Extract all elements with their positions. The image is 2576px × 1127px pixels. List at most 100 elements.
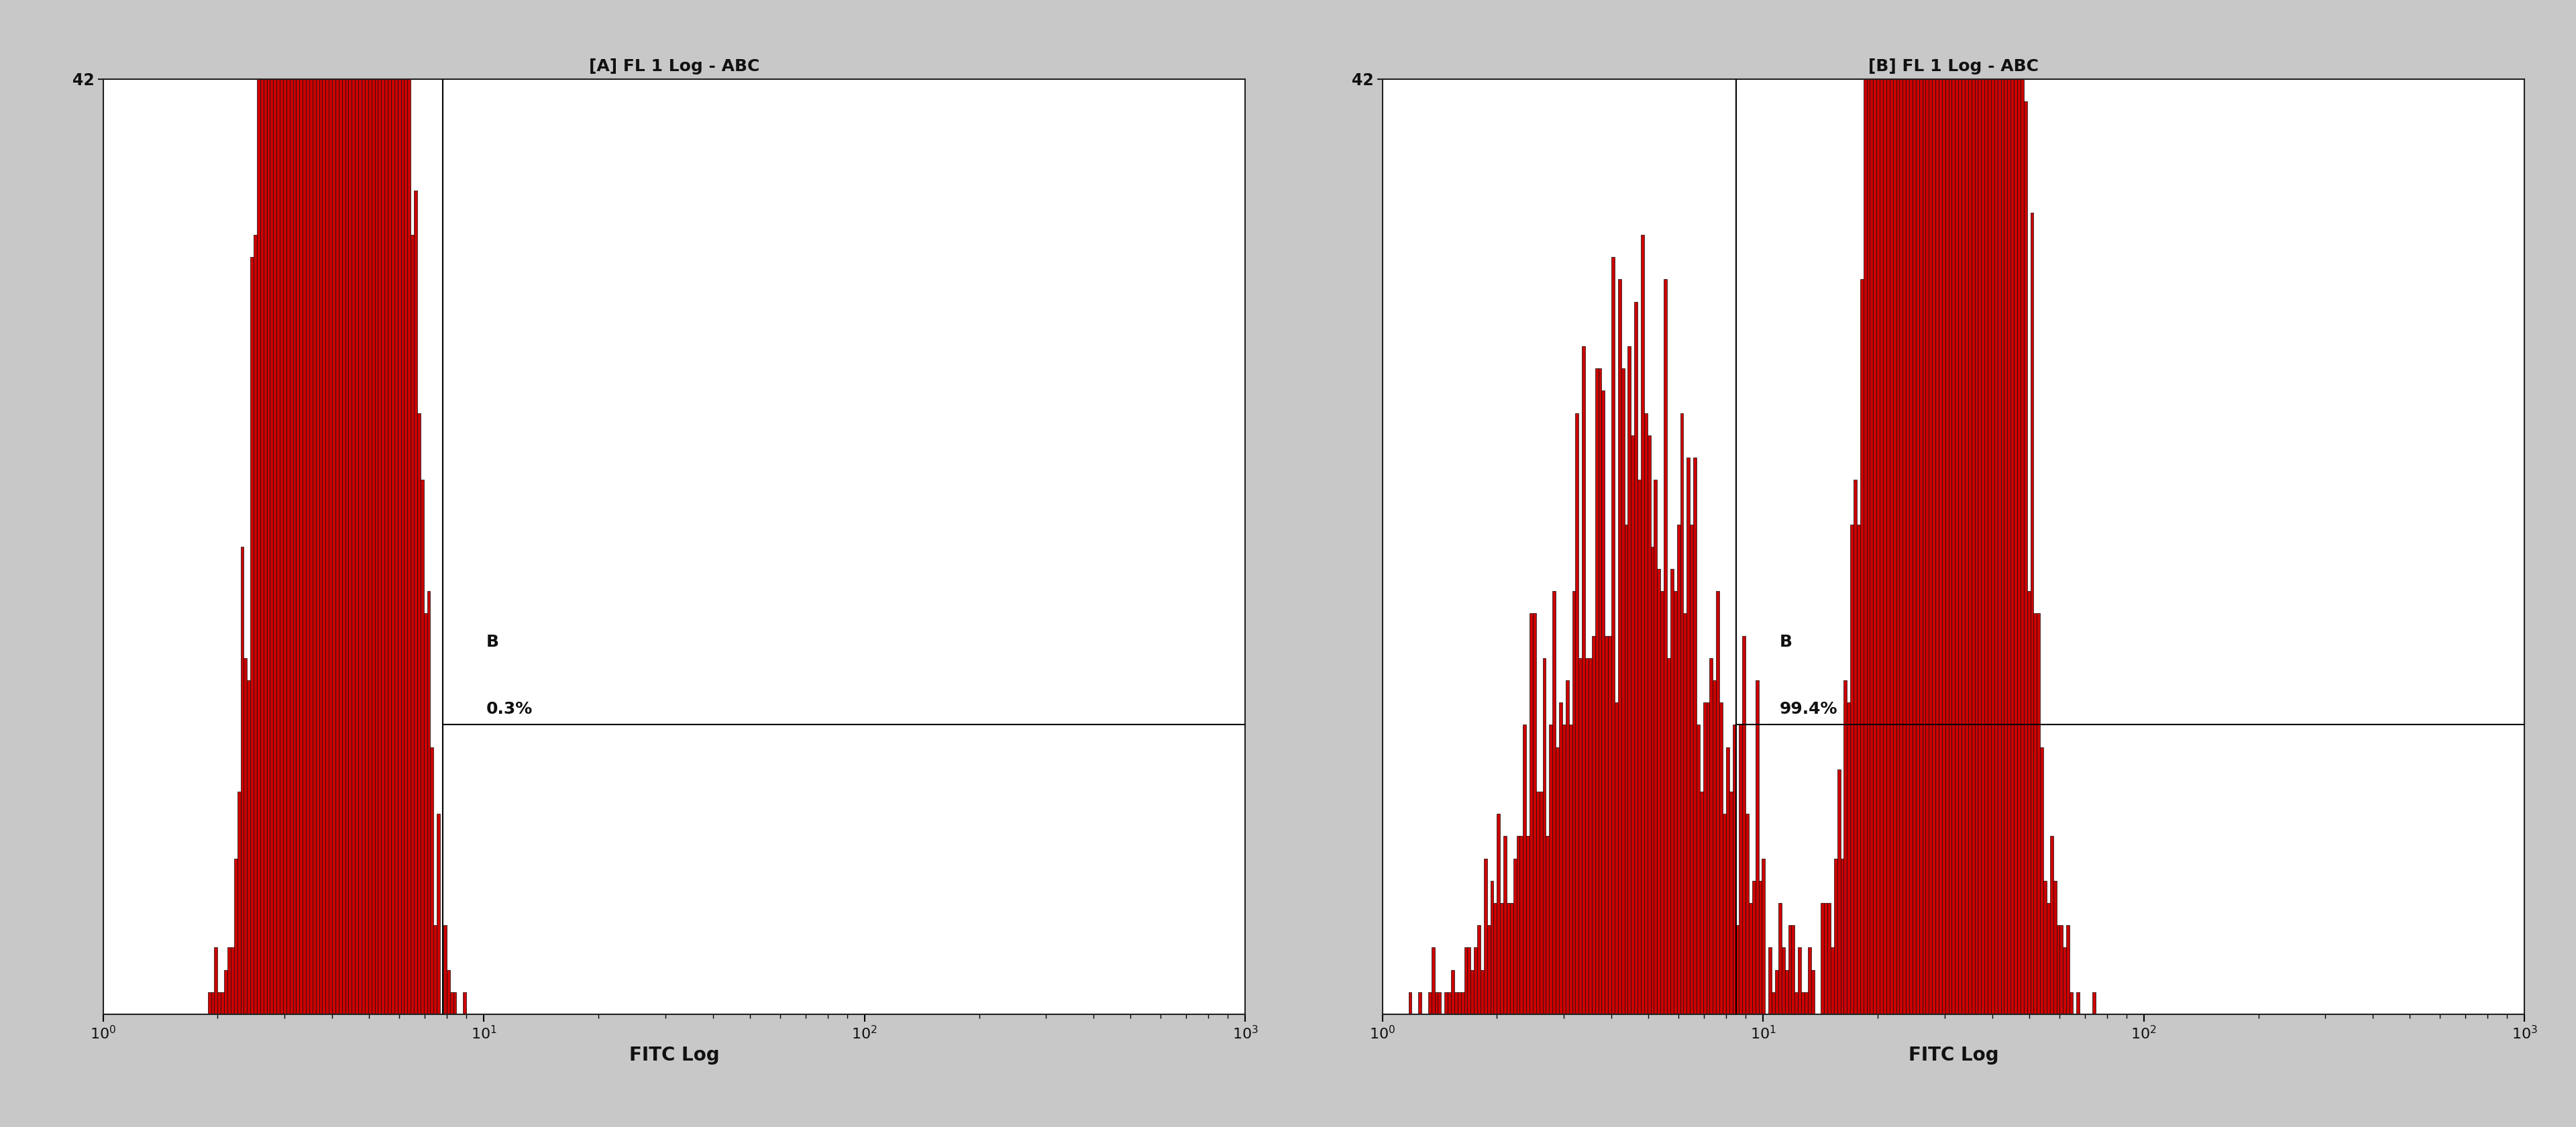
Bar (1984, 0, 1989, 1014)
Bar (443, 925, 446, 1014)
Bar (355, 0, 358, 1014)
Bar (1736, 925, 1739, 1014)
Bar (1716, 592, 1718, 1014)
Bar (1558, 702, 1561, 1014)
Bar (358, 0, 361, 1014)
Bar (1543, 658, 1546, 1014)
Bar (325, 0, 330, 1014)
Bar (345, 0, 348, 1014)
Bar (2053, 880, 2056, 1014)
Bar (1855, 480, 1857, 1014)
Bar (2061, 925, 2063, 1014)
Bar (1955, 0, 1958, 1014)
Bar (1968, 0, 1971, 1014)
Bar (312, 0, 317, 1014)
Bar (402, 0, 404, 1014)
Bar (1535, 791, 1540, 1014)
Bar (1435, 992, 1437, 1014)
Bar (446, 969, 451, 1014)
Bar (1654, 480, 1656, 1014)
Bar (1883, 0, 1886, 1014)
Bar (1953, 0, 1955, 1014)
Bar (1710, 658, 1713, 1014)
Bar (374, 0, 379, 1014)
Bar (353, 0, 355, 1014)
Bar (1965, 0, 1968, 1014)
Text: B: B (1780, 635, 1793, 650)
Bar (1741, 636, 1747, 1014)
Bar (361, 0, 366, 1014)
Bar (430, 747, 433, 1014)
Bar (1893, 0, 1896, 1014)
Bar (1808, 948, 1811, 1014)
Bar (1533, 613, 1535, 1014)
Bar (1520, 836, 1522, 1014)
Bar (1777, 903, 1783, 1014)
Bar (332, 0, 335, 1014)
Bar (425, 613, 428, 1014)
Bar (1875, 0, 1880, 1014)
Bar (1504, 836, 1507, 1014)
Bar (1641, 234, 1643, 1014)
Bar (1409, 992, 1412, 1014)
X-axis label: FITC Log: FITC Log (629, 1046, 719, 1064)
Bar (1481, 969, 1484, 1014)
Bar (1896, 0, 1899, 1014)
Bar (260, 0, 263, 1014)
Bar (389, 0, 392, 1014)
Bar (1747, 814, 1749, 1014)
Bar (1919, 0, 1922, 1014)
Bar (211, 992, 214, 1014)
Title: [B] FL 1 Log - ABC: [B] FL 1 Log - ABC (1868, 59, 2038, 74)
Bar (227, 948, 232, 1014)
Title: [A] FL 1 Log - ABC: [A] FL 1 Log - ABC (590, 59, 760, 74)
Bar (1749, 903, 1752, 1014)
Bar (1674, 592, 1677, 1014)
Bar (2007, 0, 2012, 1014)
Bar (1811, 969, 1814, 1014)
Bar (1976, 0, 1978, 1014)
Bar (2002, 0, 2004, 1014)
Bar (1577, 412, 1579, 1014)
Bar (1649, 435, 1651, 1014)
Bar (1857, 524, 1860, 1014)
Bar (1463, 948, 1468, 1014)
Bar (1754, 681, 1759, 1014)
Bar (1522, 725, 1528, 1014)
Bar (1584, 658, 1589, 1014)
Bar (273, 0, 276, 1014)
Bar (1455, 992, 1458, 1014)
Bar (1687, 458, 1690, 1014)
Bar (1981, 0, 1984, 1014)
Bar (317, 0, 319, 1014)
Bar (2076, 992, 2079, 1014)
Bar (1613, 257, 1615, 1014)
Bar (1839, 859, 1844, 1014)
Bar (296, 0, 299, 1014)
Bar (451, 992, 453, 1014)
Bar (1618, 279, 1620, 1014)
Bar (2050, 836, 2053, 1014)
Bar (417, 412, 420, 1014)
Bar (1821, 903, 1824, 1014)
Bar (2020, 0, 2025, 1014)
Bar (1860, 279, 1862, 1014)
Bar (433, 925, 438, 1014)
Bar (1870, 0, 1873, 1014)
Bar (1891, 0, 1893, 1014)
Bar (1832, 948, 1834, 1014)
Bar (1770, 948, 1772, 1014)
Bar (1471, 969, 1473, 1014)
Bar (1940, 0, 1942, 1014)
Bar (2027, 592, 2030, 1014)
Bar (1638, 480, 1641, 1014)
Bar (1994, 0, 1996, 1014)
Bar (1510, 903, 1512, 1014)
Bar (294, 0, 296, 1014)
Bar (394, 0, 397, 1014)
Bar (415, 190, 417, 1014)
Bar (1862, 0, 1868, 1014)
Bar (1664, 279, 1667, 1014)
Bar (1605, 636, 1607, 1014)
Bar (1844, 681, 1847, 1014)
